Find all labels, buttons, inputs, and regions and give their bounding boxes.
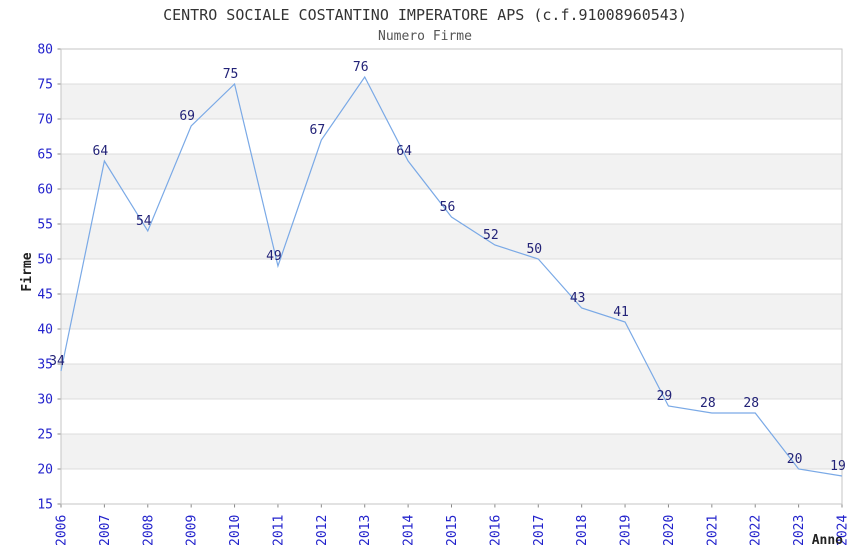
data-point-label: 34	[49, 354, 65, 369]
y-tick-label: 30	[37, 393, 53, 408]
x-tick-label: 2015	[445, 515, 460, 546]
data-point-label: 41	[613, 305, 629, 320]
chart-title: CENTRO SOCIALE COSTANTINO IMPERATORE APS…	[163, 6, 687, 24]
y-tick-label: 65	[37, 148, 53, 163]
data-point-label: 19	[830, 459, 846, 474]
x-tick-label: 2023	[792, 515, 807, 546]
y-tick-label: 20	[37, 463, 53, 478]
y-tick-label: 25	[37, 428, 53, 443]
x-tick-label: 2007	[98, 515, 113, 546]
data-point-label: 56	[440, 200, 456, 215]
x-tick-label: 2013	[358, 515, 373, 546]
x-tick-label: 2024	[836, 515, 850, 546]
data-point-label: 20	[787, 452, 803, 467]
data-point-labels: 34 64 54 69 75 49 67 76 64 56 52 50 43 41 29 28 28 20 19	[49, 60, 846, 474]
x-tick-label: 2011	[271, 515, 286, 546]
data-point-label: 50	[526, 242, 542, 257]
x-tick-label: 2014	[402, 515, 417, 546]
series-line	[60, 75, 843, 477]
data-point-label: 64	[396, 144, 412, 159]
y-tick-label: 75	[37, 78, 53, 93]
band	[61, 294, 842, 329]
x-tick-label: 2022	[749, 515, 764, 546]
x-axis-title: Anno	[812, 533, 843, 548]
x-axis-tick-labels: 2006 2007 2008 2009 2010 2011 2012 2013 2014 2015…	[55, 515, 850, 546]
band	[61, 224, 842, 259]
data-point-label: 76	[353, 60, 369, 75]
data-point-label: 28	[700, 396, 716, 411]
plot-alternating-bands	[61, 84, 842, 469]
x-tick-label: 2012	[315, 515, 330, 546]
x-tick-label: 2006	[55, 515, 70, 546]
x-tick-label: 2020	[662, 515, 677, 546]
y-tick-label: 35	[37, 358, 53, 373]
band	[61, 154, 842, 189]
x-tick-label: 2021	[705, 515, 720, 546]
x-tick-label: 2017	[532, 515, 547, 546]
band	[61, 364, 842, 399]
x-tick-label: 2009	[185, 515, 200, 546]
data-point-label: 54	[136, 214, 152, 229]
x-tick-label: 2010	[228, 515, 243, 546]
data-point-label: 28	[743, 396, 759, 411]
data-point-label: 29	[657, 389, 673, 404]
band	[61, 434, 842, 469]
plot-border	[60, 48, 843, 505]
y-axis-title: Firme	[20, 252, 35, 291]
x-tick-label: 2018	[575, 515, 590, 546]
data-point-label: 64	[93, 144, 109, 159]
y-tick-label: 60	[37, 183, 53, 198]
y-tick-label: 15	[37, 498, 53, 513]
y-tick-label: 80	[37, 43, 53, 58]
y-tick-label: 40	[37, 323, 53, 338]
y-tick-label: 45	[37, 288, 53, 303]
x-tick-label: 2008	[141, 515, 156, 546]
data-point-label: 75	[223, 67, 239, 82]
y-tick-label: 70	[37, 113, 53, 128]
y-axis-tick-labels: 15 20 25 30 35 40 45 50 55 60 65 70 75 80	[37, 43, 53, 513]
x-tick-label: 2016	[488, 515, 503, 546]
chart-subtitle: Numero Firme	[378, 29, 472, 44]
y-tick-label: 55	[37, 218, 53, 233]
data-point-label: 43	[570, 291, 586, 306]
x-tick-label: 2019	[619, 515, 634, 546]
axis-tick-marks	[57, 48, 843, 508]
data-point-label: 52	[483, 228, 499, 243]
data-point-label: 67	[310, 123, 326, 138]
data-point-label: 69	[179, 109, 195, 124]
band	[61, 84, 842, 119]
data-point-label: 49	[266, 249, 282, 264]
y-tick-label: 50	[37, 253, 53, 268]
